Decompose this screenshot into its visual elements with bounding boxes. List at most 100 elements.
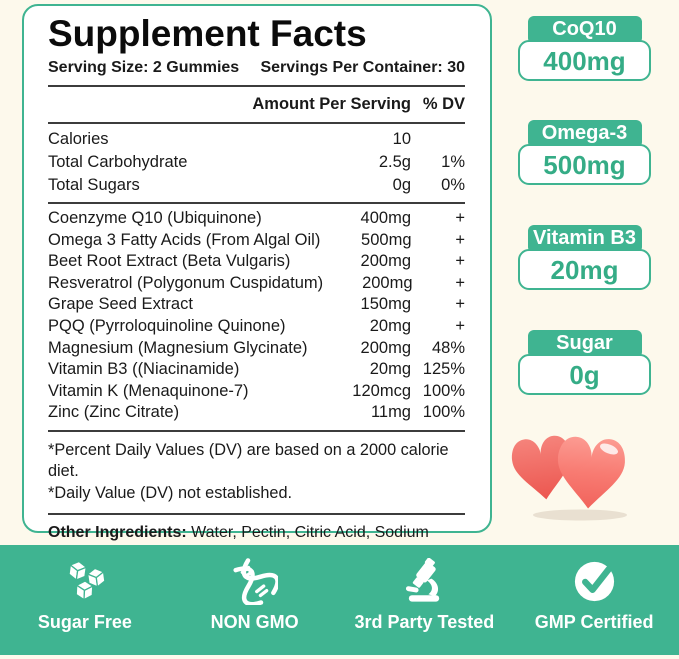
table-row: Omega 3 Fatty Acids (From Algal Oil) 500… xyxy=(48,230,465,252)
row-amount: 200mg xyxy=(360,252,411,271)
row-amount: 20mg xyxy=(369,316,411,335)
heart-gummies-illustration xyxy=(511,435,627,521)
table-row: Beet Root Extract (Beta Vulgaris) 200mg … xyxy=(48,251,465,273)
row-dv: 1% xyxy=(441,153,465,171)
feature-label: 3rd Party Tested xyxy=(354,612,495,632)
row-amount: 200mg xyxy=(362,273,413,292)
row-name: Grape Seed Extract xyxy=(48,295,193,314)
row-name: Coenzyme Q10 (Ubiquinone) xyxy=(48,209,262,227)
sugar-cubes-icon xyxy=(57,558,112,605)
front-heart xyxy=(557,436,625,509)
badge-value: 400mg xyxy=(518,40,651,81)
table-row: Vitamin K (Menaquinone-7) 120mcg 100% xyxy=(48,381,465,403)
row-dv xyxy=(411,128,465,151)
row-name: Total Sugars xyxy=(48,176,140,194)
heart-highlight xyxy=(600,443,618,455)
table-row: Calories 10 xyxy=(48,128,465,151)
row-name: Magnesium (Magnesium Glycinate) xyxy=(48,338,308,357)
table-row: Total Sugars 0g 0% xyxy=(48,174,465,197)
divider xyxy=(48,202,465,204)
row-amount: 150mg xyxy=(360,295,411,314)
row-dv: + xyxy=(455,252,465,271)
divider xyxy=(48,513,465,516)
footnote-dv-not-established: *Daily Value (DV) not established. xyxy=(48,483,293,502)
back-heart xyxy=(511,435,571,500)
row-dv: 0% xyxy=(441,176,465,194)
row-amount: 2.5g xyxy=(378,153,411,171)
check-circle-icon xyxy=(571,558,618,605)
table-row: Vitamin B3 ((Niacinamide) 20mg 125% xyxy=(48,359,465,381)
row-amount: 10 xyxy=(392,130,411,148)
row-name: Zinc (Zinc Citrate) xyxy=(48,403,180,422)
footnotes: *Percent Daily Values (DV) are based on … xyxy=(48,432,465,514)
feature-gmp-certified: GMP Certified xyxy=(509,545,679,655)
row-name: Resveratrol (Polygonum Cuspidatum) xyxy=(48,273,324,292)
badge-vitamin-b3: Vitamin B3 20mg xyxy=(518,225,651,290)
row-amount: 400mg xyxy=(360,209,411,227)
row-dv: 125% xyxy=(422,360,465,379)
row-amount: 500mg xyxy=(361,230,412,249)
table-row: Total Carbohydrate 2.5g 1% xyxy=(48,151,465,174)
row-amount: 11mg xyxy=(370,403,411,422)
table-row: Coenzyme Q10 (Ubiquinone) 400mg + xyxy=(48,208,465,230)
row-name: Total Carbohydrate xyxy=(48,153,188,171)
badge-label: Omega-3 xyxy=(527,120,642,148)
feature-3rd-party-tested: 3rd Party Tested xyxy=(340,545,510,655)
row-name: Beet Root Extract (Beta Vulgaris) xyxy=(48,252,291,271)
feature-label: NON GMO xyxy=(210,612,299,632)
row-name: Vitamin K (Menaquinone-7) xyxy=(48,381,249,400)
table-row: Magnesium (Magnesium Glycinate) 200mg 48… xyxy=(48,338,465,360)
row-dv: 48% xyxy=(431,338,465,357)
row-amount: 0g xyxy=(392,176,411,194)
supplement-facts-panel: Supplement Facts Serving Size: 2 Gummies… xyxy=(22,4,492,582)
row-dv: + xyxy=(455,273,465,292)
footnote-dv-basis: *Percent Daily Values (DV) are based on … xyxy=(48,440,449,481)
table-row: Zinc (Zinc Citrate) 11mg 100% xyxy=(48,402,465,424)
badge-label: Vitamin B3 xyxy=(527,225,642,253)
row-dv: 100% xyxy=(422,403,465,422)
column-header-amount: Amount Per Serving xyxy=(252,95,411,113)
badge-omega3: Omega-3 500mg xyxy=(518,120,651,185)
row-dv: + xyxy=(455,230,465,249)
other-ingredients-label: Other Ingredients: xyxy=(48,524,187,542)
table-row: PQQ (Pyrroloquinoline Quinone) 20mg + xyxy=(48,316,465,338)
table-row: Resveratrol (Polygonum Cuspidatum) 200mg… xyxy=(48,273,465,295)
table-row: Grape Seed Extract 150mg + xyxy=(48,294,465,316)
serving-size: Serving Size: 2 Gummies xyxy=(48,59,240,76)
feature-label: Sugar Free xyxy=(37,612,132,632)
row-dv: + xyxy=(455,316,465,335)
panel-title: Supplement Facts xyxy=(48,13,367,54)
row-name: PQQ (Pyrroloquinoline Quinone) xyxy=(48,316,286,335)
row-name: Omega 3 Fatty Acids (From Algal Oil) xyxy=(48,230,321,249)
feature-label: GMP Certified xyxy=(534,612,654,632)
feature-sugar-free: Sugar Free xyxy=(0,545,170,655)
dna-icon xyxy=(231,558,279,605)
badge-value: 20mg xyxy=(518,249,651,290)
badge-sugar: Sugar 0g xyxy=(518,330,651,395)
heart-gummies-image xyxy=(506,428,648,524)
badge-value: 500mg xyxy=(518,144,651,185)
badge-value: 0g xyxy=(518,354,651,395)
badge-label: CoQ10 xyxy=(527,16,642,44)
badge-coq10: CoQ10 400mg xyxy=(518,16,651,81)
row-amount: 20mg xyxy=(369,360,411,379)
microscope-icon xyxy=(401,558,448,605)
row-dv: + xyxy=(455,209,465,227)
row-dv: + xyxy=(455,295,465,314)
badge-label: Sugar xyxy=(527,330,642,358)
divider xyxy=(48,122,465,124)
row-name: Calories xyxy=(48,130,109,148)
table-header: Amount Per Serving % DV xyxy=(48,87,465,122)
row-amount: 120mcg xyxy=(352,381,411,400)
ingredient-rows: Coenzyme Q10 (Ubiquinone) 400mg + Omega … xyxy=(48,204,465,430)
feature-bar: Sugar Free NON GMO xyxy=(0,545,679,655)
divider xyxy=(48,429,465,432)
serving-row: Serving Size: 2 Gummies Servings Per Con… xyxy=(48,59,465,85)
servings-per-container: Servings Per Container: 30 xyxy=(260,59,465,76)
row-name: Vitamin B3 ((Niacinamide) xyxy=(48,360,240,379)
heart-shadow xyxy=(533,509,627,521)
feature-non-gmo: NON GMO xyxy=(170,545,340,655)
divider xyxy=(48,85,465,87)
nutrition-rows: Calories 10 Total Carbohydrate 2.5g 1% T… xyxy=(48,124,465,202)
